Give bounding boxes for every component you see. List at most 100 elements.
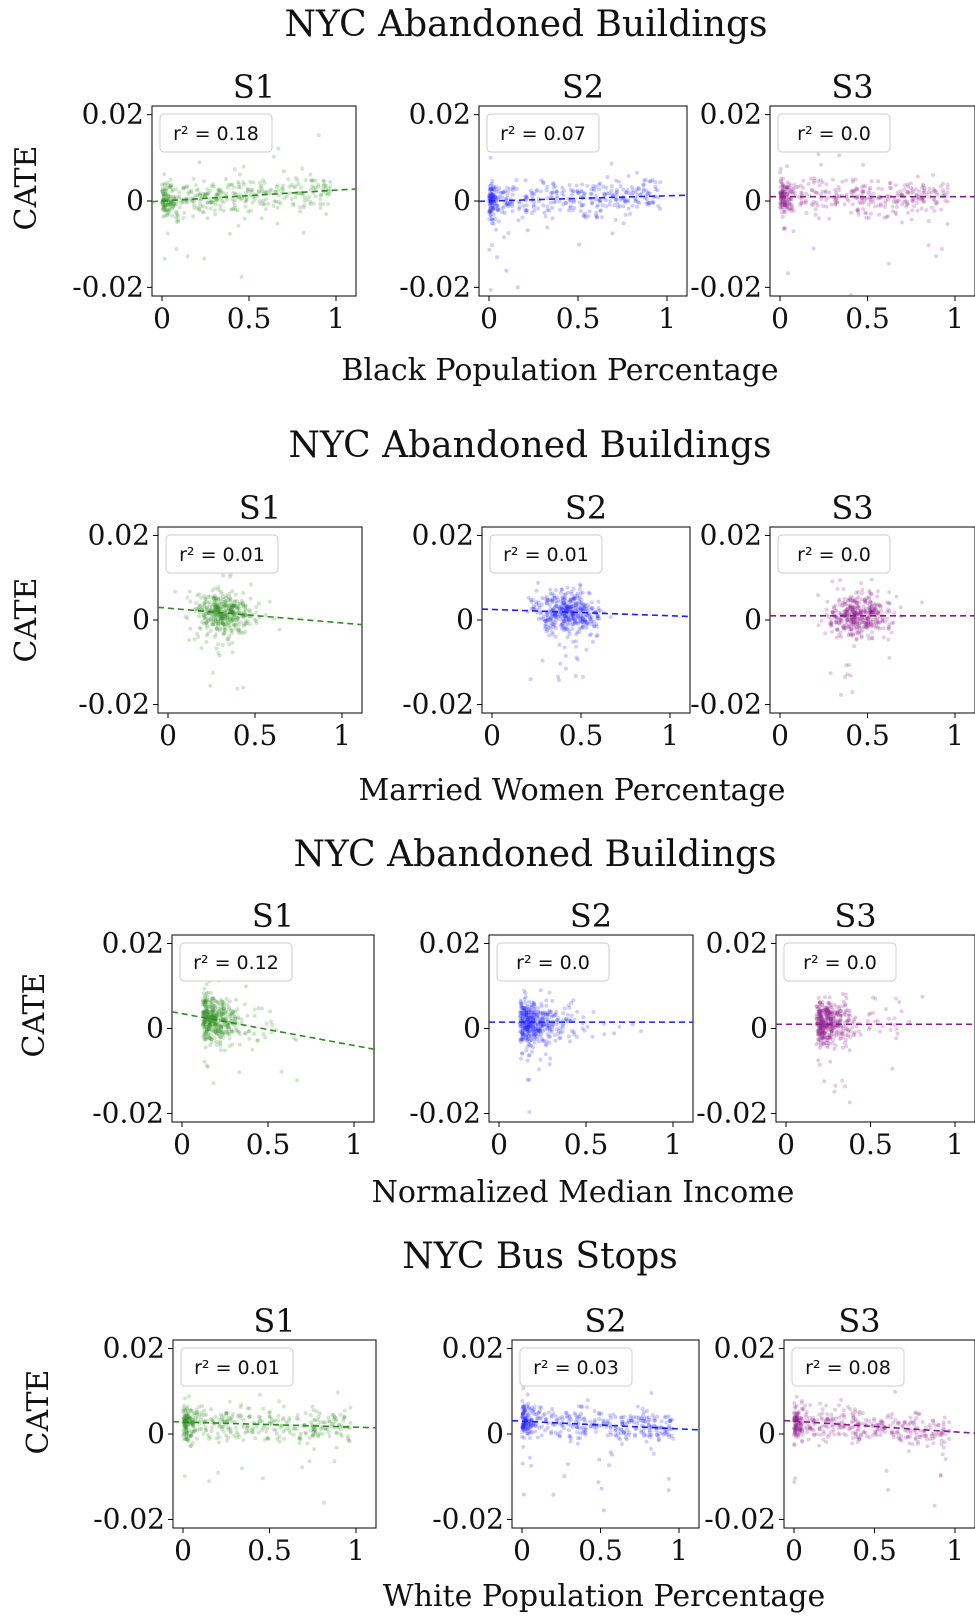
data-point <box>207 602 212 607</box>
data-point <box>845 1029 850 1034</box>
data-point <box>300 1465 305 1470</box>
data-point <box>205 990 210 995</box>
data-point <box>487 186 492 191</box>
data-point <box>334 1445 339 1450</box>
data-point <box>184 1425 189 1430</box>
data-point <box>545 184 550 189</box>
fit-line <box>482 608 690 618</box>
data-point <box>818 1010 822 1015</box>
data-point <box>575 1009 580 1014</box>
panel-title: S1 <box>233 68 275 106</box>
data-point <box>823 1020 828 1025</box>
data-point <box>205 1018 210 1022</box>
data-point <box>823 1041 828 1045</box>
r2-label: r² = 0.0 <box>516 952 590 974</box>
data-point <box>825 1008 830 1013</box>
data-point <box>860 185 865 190</box>
data-point <box>575 613 580 618</box>
data-point <box>522 1409 527 1413</box>
data-point <box>585 183 590 188</box>
data-point <box>564 1411 569 1415</box>
data-point <box>819 1009 824 1014</box>
data-point <box>205 1008 210 1013</box>
data-point <box>286 177 291 182</box>
data-point <box>520 1406 525 1411</box>
data-point <box>889 630 894 635</box>
data-point <box>852 611 857 616</box>
data-point <box>785 180 790 185</box>
data-point <box>633 1434 638 1439</box>
data-point <box>854 637 859 642</box>
data-point <box>820 1017 825 1022</box>
data-point <box>632 1432 637 1437</box>
data-point <box>588 191 593 196</box>
data-point <box>220 1031 225 1036</box>
data-point <box>588 617 593 622</box>
data-point <box>537 605 542 610</box>
data-point <box>269 1417 274 1422</box>
data-point <box>868 200 873 204</box>
data-point <box>604 204 609 209</box>
data-point <box>251 1430 255 1435</box>
data-point <box>241 1438 246 1442</box>
data-point <box>522 1027 527 1032</box>
data-point <box>161 203 166 208</box>
data-point <box>307 1435 312 1440</box>
data-point <box>541 1013 546 1018</box>
data-point <box>856 629 861 634</box>
x-tick-label: 1 <box>946 302 964 335</box>
data-point <box>538 1010 543 1015</box>
data-point <box>168 184 173 189</box>
data-point <box>227 1032 232 1037</box>
data-point <box>887 185 892 190</box>
data-point <box>229 602 234 607</box>
data-point <box>817 1016 822 1021</box>
data-point <box>204 1035 209 1040</box>
data-point <box>778 170 783 175</box>
data-point <box>203 597 208 601</box>
data-point <box>572 617 577 621</box>
data-point <box>174 247 179 252</box>
data-point <box>852 1030 857 1035</box>
data-point <box>582 192 587 197</box>
data-point <box>319 1420 323 1425</box>
data-point <box>539 1001 544 1006</box>
data-point <box>183 1408 188 1413</box>
data-point <box>522 1422 527 1427</box>
data-point <box>215 603 220 608</box>
data-point <box>203 1019 208 1024</box>
data-point <box>895 1429 900 1433</box>
data-point <box>579 203 584 208</box>
y-tick-label: 0.02 <box>88 518 150 551</box>
data-point <box>598 208 603 213</box>
x-tick-label: 0.5 <box>845 302 890 335</box>
data-point <box>205 1002 210 1007</box>
data-point <box>798 203 803 208</box>
data-point <box>808 176 813 181</box>
data-point <box>543 1428 548 1433</box>
data-point <box>534 187 539 192</box>
data-point <box>204 599 209 604</box>
data-point <box>203 998 208 1003</box>
data-point <box>558 617 563 622</box>
data-point <box>876 589 880 594</box>
data-point <box>896 1431 901 1436</box>
data-point <box>487 209 492 214</box>
data-point <box>197 625 202 630</box>
data-point <box>260 1476 265 1481</box>
data-point <box>182 1424 187 1429</box>
data-point <box>861 618 866 623</box>
data-point <box>534 1028 539 1033</box>
data-point <box>192 205 197 210</box>
data-point <box>579 601 584 606</box>
data-point <box>579 1404 584 1409</box>
data-point <box>248 208 253 213</box>
data-point <box>583 211 587 216</box>
data-point <box>532 1037 537 1042</box>
data-point <box>816 1058 821 1063</box>
data-point <box>536 1027 541 1032</box>
data-point <box>211 602 216 607</box>
data-point <box>572 597 577 602</box>
data-point <box>526 1121 530 1122</box>
data-point <box>639 191 644 196</box>
